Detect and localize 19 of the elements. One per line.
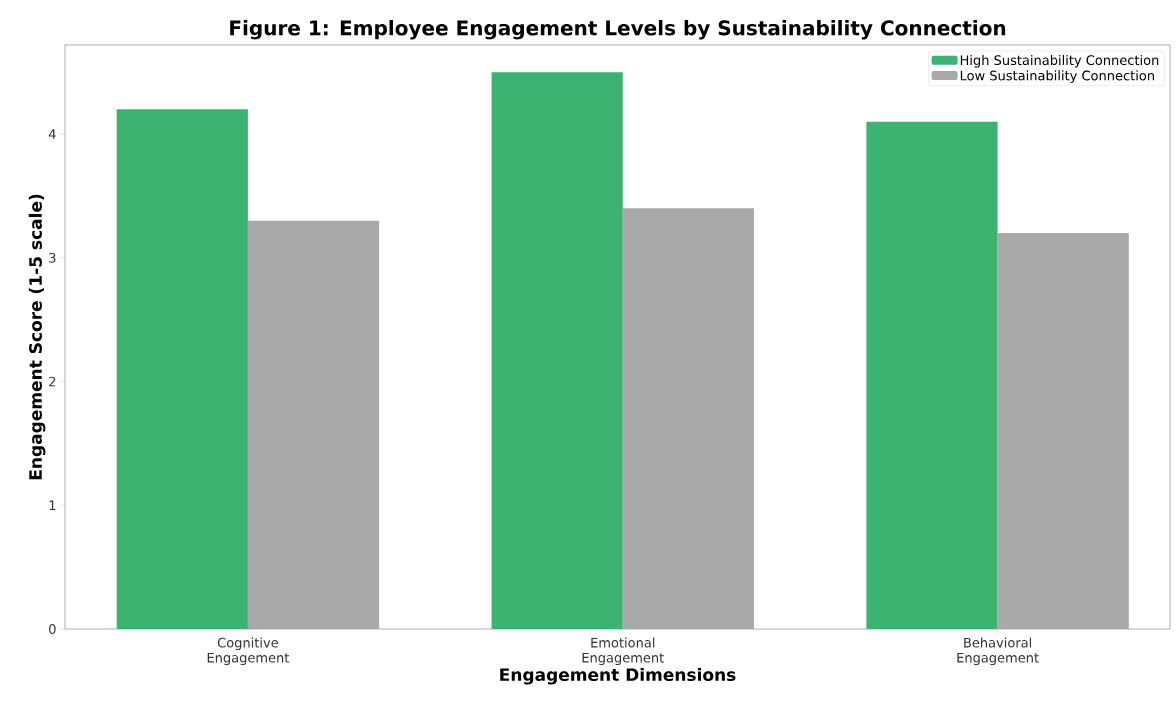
- y-axis-title: Engagement Score (1-5 scale): [28, 194, 46, 480]
- y-tick-label: 2: [49, 376, 56, 387]
- bar: [622, 208, 754, 629]
- x-axis-title: Engagement Dimensions: [500, 667, 736, 685]
- chart-title: Figure 1: Employee Engagement Levels by Sustainability Connection: [230, 19, 1006, 40]
- y-tick-label: 0: [49, 624, 56, 634]
- y-tick-label: 3: [49, 252, 56, 263]
- x-tick-label: Cognitive Engagement: [207, 637, 290, 666]
- bar: [491, 72, 623, 629]
- legend-label: Low Sustainability Connection: [960, 70, 1154, 83]
- x-tick-label: Behavioral Engagement: [957, 637, 1039, 666]
- bar: [247, 220, 380, 629]
- x-tick-label: Emotional Engagement: [582, 637, 664, 666]
- legend-label: High Sustainability Connection: [960, 55, 1159, 68]
- bar: [866, 121, 998, 629]
- bar: [116, 109, 248, 629]
- y-tick-label: 4: [48, 129, 56, 139]
- bar: [997, 233, 1129, 629]
- y-tick-label: 1: [49, 500, 56, 511]
